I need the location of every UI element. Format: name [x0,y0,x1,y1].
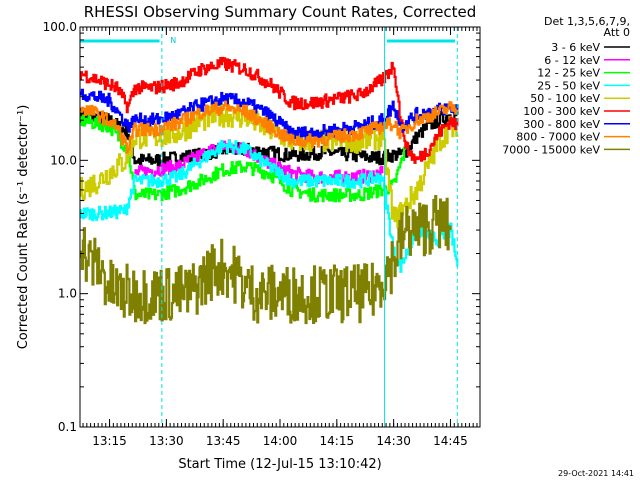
legend-entry-label: 12 - 25 keV [537,67,600,80]
x-tick-label: 13:45 [206,434,241,448]
legend-entry-label: 50 - 100 keV [530,92,600,105]
night-marker-label: N [170,36,176,45]
legend-entry-label: 300 - 800 keV [523,118,600,131]
legend-entry-label: 100 - 300 keV [523,105,600,118]
footer-date: 29-Oct-2021 14:41 [558,469,634,478]
y-tick-label: 10.0 [50,153,77,167]
series-layer [79,56,459,325]
chart-title: RHESSI Observing Summary Count Rates, Co… [84,3,477,21]
legend-entry-label: 6 - 12 keV [544,54,600,67]
series-line-4 [79,103,459,229]
x-tick-label: 13:15 [92,434,127,448]
legend-entry-label: 800 - 7000 keV [516,131,600,144]
x-tick-label: 13:30 [149,434,184,448]
axes-layer: 100.0 10.0 1.0 0.1 13:15 13:30 13:45 14:00 14:15… [43,20,480,448]
legend-entry-label: 25 - 50 keV [537,79,600,92]
legend-entry-label: 3 - 6 keV [551,41,600,54]
series-line-7 [79,100,459,154]
x-tick-label: 14:00 [263,434,298,448]
series-line-0 [79,108,459,167]
y-tick-label: 1.0 [58,287,77,301]
legend-header-line: Att 0 [604,26,630,39]
x-axis-label: Start Time (12-Jul-15 13:10:42) [178,457,381,472]
y-tick-label: 0.1 [58,420,77,434]
series-line-5 [79,56,459,164]
x-tick-label: 14:45 [433,434,468,448]
y-axis-label: Corrected Count Rate (s⁻¹ detector⁻¹) [16,105,31,350]
legend-entry-label: 7000 - 15000 keV [502,143,600,156]
x-tick-label: 14:15 [320,434,355,448]
x-tick-label: 14:30 [376,434,411,448]
y-tick-label: 100.0 [43,20,77,34]
series-line-8 [79,195,452,325]
legend-header-line: Det 1,3,5,6,7,9, [544,15,630,28]
